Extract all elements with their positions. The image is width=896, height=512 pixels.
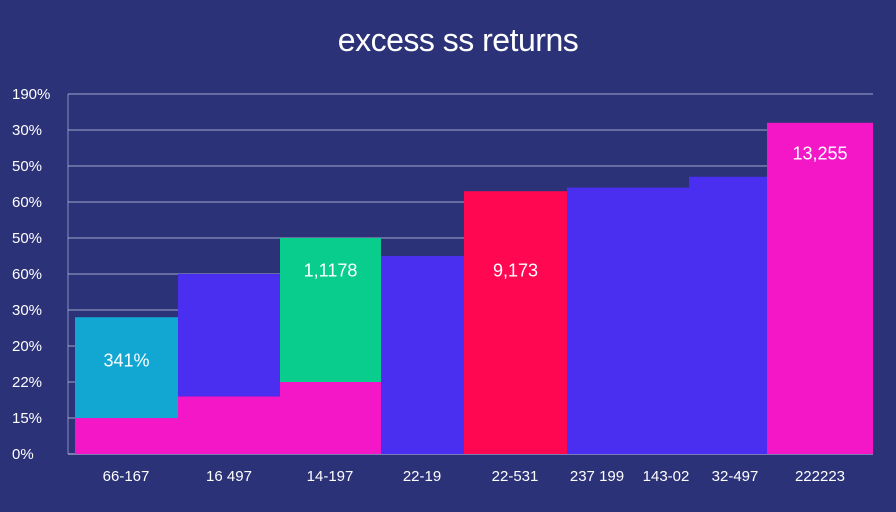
x-tick-label: 16 497 xyxy=(206,468,252,485)
chart-title: excess ss returns xyxy=(337,22,579,58)
y-tick-label: 30% xyxy=(12,122,42,139)
bar-segment xyxy=(75,418,178,454)
y-tick-label: 0% xyxy=(12,446,34,463)
bar-segment xyxy=(75,317,178,418)
x-tick-label: 22-19 xyxy=(403,468,441,485)
x-axis-ticks: 66-167 16 497 14-197 22-19 22-531 237 199 143-… xyxy=(103,468,845,485)
bar-segment xyxy=(689,176,767,455)
bar-segment xyxy=(178,274,280,397)
bar-segment xyxy=(567,187,689,454)
data-label: 9,173 xyxy=(493,260,538,280)
y-tick-label: 60% xyxy=(12,266,42,283)
data-label: 13,255 xyxy=(792,143,847,163)
y-tick-label: 60% xyxy=(12,194,42,211)
x-tick-label: 143-02 xyxy=(643,468,690,485)
bar-segment xyxy=(464,191,567,454)
bar-segment xyxy=(381,256,464,454)
bar-segment xyxy=(280,238,381,382)
y-tick-label: 22% xyxy=(12,374,42,391)
y-tick-label: 20% xyxy=(12,338,42,355)
y-tick-label: 30% xyxy=(12,302,42,319)
x-tick-label: 66-167 xyxy=(103,468,150,485)
data-labels: 341% 1,1178 9,173 13,255 xyxy=(103,143,847,370)
data-label: 1,1178 xyxy=(304,260,358,280)
data-label: 341% xyxy=(103,350,149,370)
bar-segment xyxy=(767,122,873,455)
x-tick-label: 237 199 xyxy=(570,468,624,485)
x-tick-label: 14-197 xyxy=(307,468,354,485)
bars xyxy=(75,122,873,455)
y-tick-label: 190% xyxy=(12,86,50,103)
x-tick-label: 22-531 xyxy=(492,468,539,485)
bar-segment xyxy=(178,396,280,454)
bar-segment xyxy=(280,382,381,454)
y-axis-ticks: 0% 15% 22% 20% 30% 60% 50% 60% 50% 30% 190% xyxy=(12,86,50,463)
y-tick-label: 50% xyxy=(12,158,42,175)
x-tick-label: 32-497 xyxy=(712,468,759,485)
y-tick-label: 15% xyxy=(12,410,42,427)
x-tick-label: 222223 xyxy=(795,468,845,485)
y-tick-label: 50% xyxy=(12,230,42,247)
